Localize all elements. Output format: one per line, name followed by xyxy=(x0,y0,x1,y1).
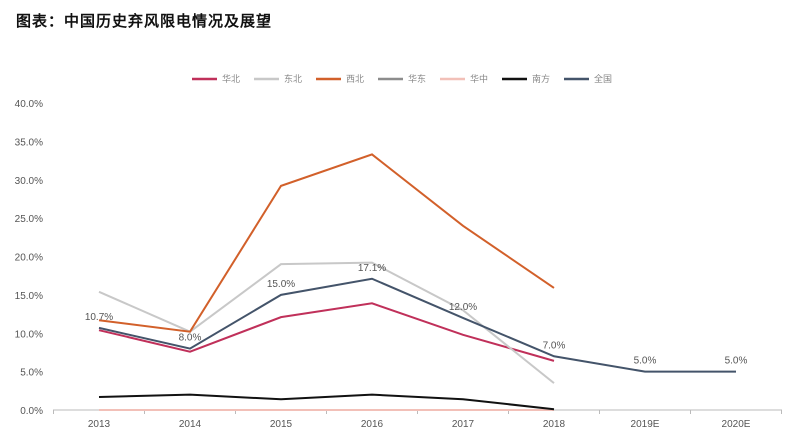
series-line-全国 xyxy=(98,277,736,373)
data-label: 17.1% xyxy=(358,263,386,274)
data-label: 8.0% xyxy=(179,333,202,344)
y-tick-label: 25.0% xyxy=(15,214,43,225)
data-label: 15.0% xyxy=(267,279,295,290)
x-tick-label: 2020E xyxy=(722,419,751,430)
x-tick-label: 2015 xyxy=(270,419,293,430)
legend-label: 西北 xyxy=(346,74,364,85)
x-tick-label: 2017 xyxy=(452,419,475,430)
data-label: 5.0% xyxy=(634,356,657,367)
y-tick-label: 15.0% xyxy=(15,291,43,302)
legend-label: 东北 xyxy=(284,73,302,85)
x-tick-label: 2016 xyxy=(361,419,384,430)
y-tick-label: 0.0% xyxy=(20,406,43,417)
x-tick-label: 2014 xyxy=(179,419,202,430)
series-line-东北 xyxy=(98,261,555,384)
chart-title: 图表：中国历史弃风限电情况及展望 xyxy=(16,12,273,30)
data-label: 7.0% xyxy=(543,340,566,351)
legend-label: 华北 xyxy=(222,73,240,85)
data-label: 5.0% xyxy=(725,356,748,367)
y-tick-label: 35.0% xyxy=(15,137,43,148)
y-tick-label: 10.0% xyxy=(15,329,43,340)
legend-label: 华中 xyxy=(470,73,488,85)
legend-label: 全国 xyxy=(594,73,612,85)
legend-label: 南方 xyxy=(532,73,550,85)
x-tick-label: 2013 xyxy=(88,419,111,430)
series-line-华北 xyxy=(98,302,555,362)
y-tick-label: 30.0% xyxy=(15,176,43,187)
legend-label: 华东 xyxy=(408,73,426,85)
series-line-南方 xyxy=(98,393,555,411)
series-line-西北 xyxy=(98,153,555,333)
y-tick-label: 40.0% xyxy=(15,99,43,110)
x-tick-label: 2018 xyxy=(543,419,566,430)
data-label: 10.7% xyxy=(85,312,113,323)
x-tick-label: 2019E xyxy=(631,419,660,430)
data-label: 12.0% xyxy=(449,302,477,313)
y-tick-label: 20.0% xyxy=(15,253,43,264)
y-tick-label: 5.0% xyxy=(20,368,43,379)
